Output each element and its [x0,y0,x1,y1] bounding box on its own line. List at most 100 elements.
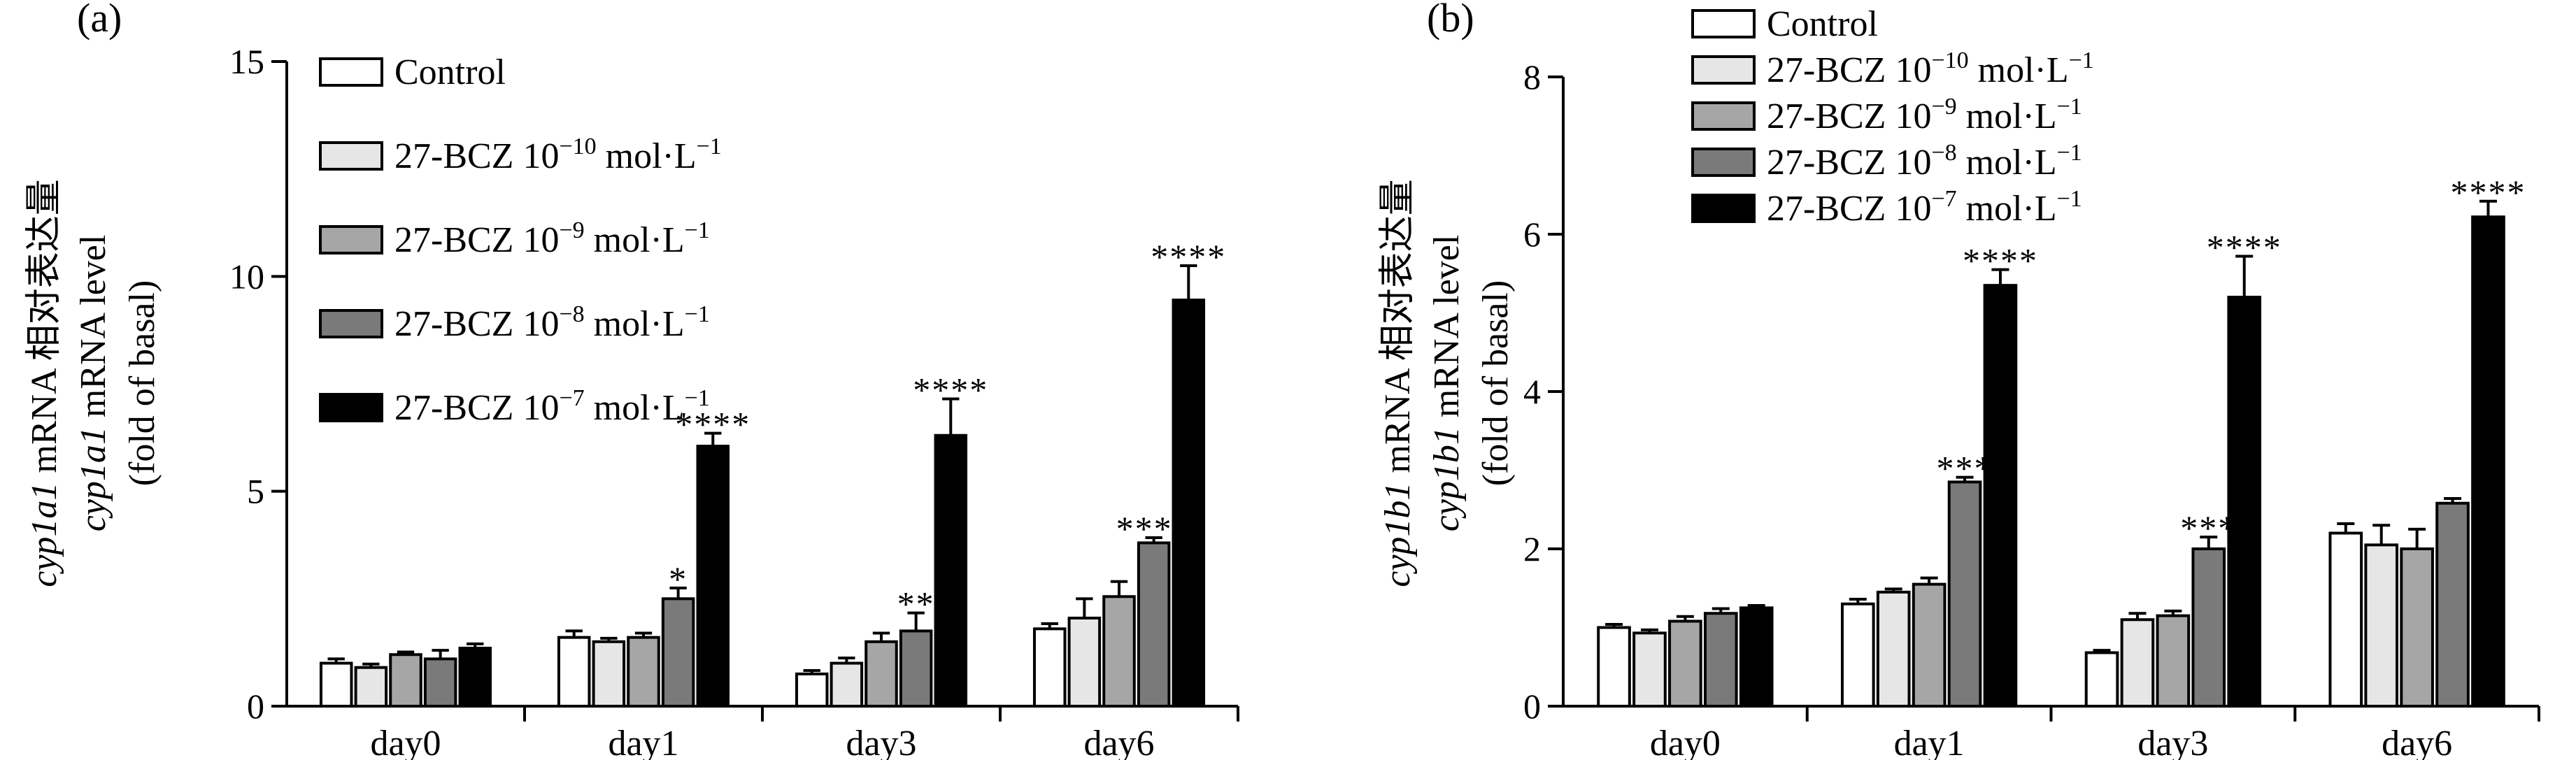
x-tick-label-day6: day6 [1083,724,1154,760]
panel-b: (b) cyp1b1 mRNA 相对表达量 cyp1b1 mRNA level (f… [1378,0,2540,760]
y-axis-label-line: (fold of basal) [1476,280,1516,487]
bar-day1-series-4 [1983,284,2018,708]
legend-entry: 27-BCZ 10−9 mol·L−1 [1767,94,2082,136]
legend-entry: 27-BCZ 10−8 mol·L−1 [394,301,710,344]
bar-day0-series-0 [1597,626,1631,708]
y-tick-label: 0 [1523,687,1541,726]
legend-swatch [1691,194,1756,223]
bar-day6-series-4 [1172,299,1206,708]
bar-day6-series-1 [2364,543,2399,708]
bar-day3-series-2 [864,640,898,708]
bar-day0-series-2 [1668,619,1702,708]
legend-entry: Control [394,52,506,92]
significance-label: **** [2207,228,2282,267]
bar-day1-series-0 [557,636,591,708]
y-tick-label: 5 [247,472,264,511]
y-axis-label-line: cyp1a1 mRNA 相对表达量 [24,179,64,587]
x-tick-label-day1: day1 [1894,724,1965,760]
legend-entry: 27-BCZ 10−7 mol·L−1 [1767,186,2082,229]
legend-entry: 27-BCZ 10−9 mol·L−1 [394,217,710,260]
significance-label: **** [675,405,750,444]
significance-label: * [669,559,688,598]
legend-entry: 27-BCZ 10−8 mol·L−1 [1767,140,2082,182]
bar-day0-series-3 [1703,612,1738,708]
significance-label: **** [2450,173,2526,212]
bar-day1-series-4 [696,445,730,708]
y-tick-label: 10 [229,257,264,296]
bar-day6-series-1 [1067,616,1102,708]
legend-swatch [1691,55,1756,85]
bar-day6-series-2 [2400,547,2434,708]
legend-swatch [1691,9,1756,38]
x-tick-label-day0: day0 [1650,724,1721,760]
bar-day0-series-4 [1739,606,1774,708]
significance-label: *** [2180,508,2237,547]
bar-day3-series-0 [2084,651,2119,708]
panel-label-a: (a) [77,0,122,41]
bar-day1-series-1 [1876,590,1911,708]
y-axis-label-line: cyp1b1 mRNA level [1427,235,1467,532]
bar-day0-series-1 [354,666,388,708]
legend-entry: 27-BCZ 10−7 mol·L−1 [394,385,710,428]
bar-day0-series-3 [423,657,457,708]
legend-swatch [1691,148,1756,177]
x-tick-label-day3: day3 [846,724,916,760]
y-axis-label-line: cyp1b1 mRNA 相对表达量 [1378,179,1418,587]
legend-swatch [319,225,383,254]
bar-day6-series-2 [1102,595,1136,708]
x-tick-label-day3: day3 [2137,724,2208,760]
legend-entry: 27-BCZ 10−10 mol·L−1 [394,134,722,176]
bar-day3-series-1 [2120,618,2155,708]
x-tick-label-day6: day6 [2382,724,2452,760]
legend-entry: Control [1767,4,1878,44]
bar-day0-series-1 [1632,631,1667,708]
x-tick-label-day1: day1 [608,724,678,760]
bar-day1-series-2 [627,636,660,708]
bar-day1-series-2 [1912,582,1947,708]
bar-day3-series-4 [934,433,968,708]
bar-day3-series-1 [830,661,864,708]
legend-swatch [1691,101,1756,131]
y-tick-label: 4 [1523,372,1541,411]
y-tick-label: 6 [1523,215,1541,254]
y-axis-label-line: (fold of basal) [122,280,162,487]
significance-label: **** [1963,241,2038,280]
significance-label: *** [1937,449,1993,488]
x-tick-label-day0: day0 [370,724,441,760]
y-tick-label: 0 [247,687,264,726]
bar-day1-series-0 [1840,602,1875,708]
y-tick-label: 8 [1523,57,1541,96]
bar-day0-series-4 [458,647,492,708]
bar-day6-series-3 [1137,541,1171,708]
bar-day6-series-4 [2471,215,2505,708]
legend-swatch [319,57,383,87]
bar-day1-series-3 [1947,480,1982,708]
bar-day1-series-3 [661,597,695,708]
bar-day0-series-0 [319,661,353,708]
bar-day6-series-0 [1032,627,1067,708]
bar-day3-series-0 [795,672,829,708]
bar-day0-series-2 [389,653,422,708]
bar-day3-series-4 [2227,296,2262,708]
bar-day6-series-0 [2328,531,2363,708]
y-tick-label: 15 [229,42,264,81]
panel-label-b: (b) [1427,0,1474,41]
legend-entry: 27-BCZ 10−10 mol·L−1 [1767,48,2094,90]
bar-day1-series-1 [592,640,626,708]
legend-swatch [319,309,383,338]
bar-day3-series-3 [899,629,933,708]
legend-swatch [319,393,383,422]
bar-day3-series-2 [2156,614,2191,708]
panel-a: (a) cyp1a1 mRNA 相对表达量 cyp1a1 mRNA level (f… [24,0,1239,760]
significance-label: **** [1151,237,1226,276]
legend-swatch [319,141,383,171]
bar-day6-series-3 [2435,501,2470,708]
significance-label: ** [897,585,935,624]
y-axis-label-line: cyp1a1 mRNA level [73,235,113,532]
legend: Control 27-BCZ 10−10 mol·L−1 27-BCZ 10−9 m… [319,52,722,428]
y-tick-label: 2 [1523,529,1541,568]
significance-label: **** [913,371,988,410]
bar-day3-series-3 [2191,547,2226,708]
